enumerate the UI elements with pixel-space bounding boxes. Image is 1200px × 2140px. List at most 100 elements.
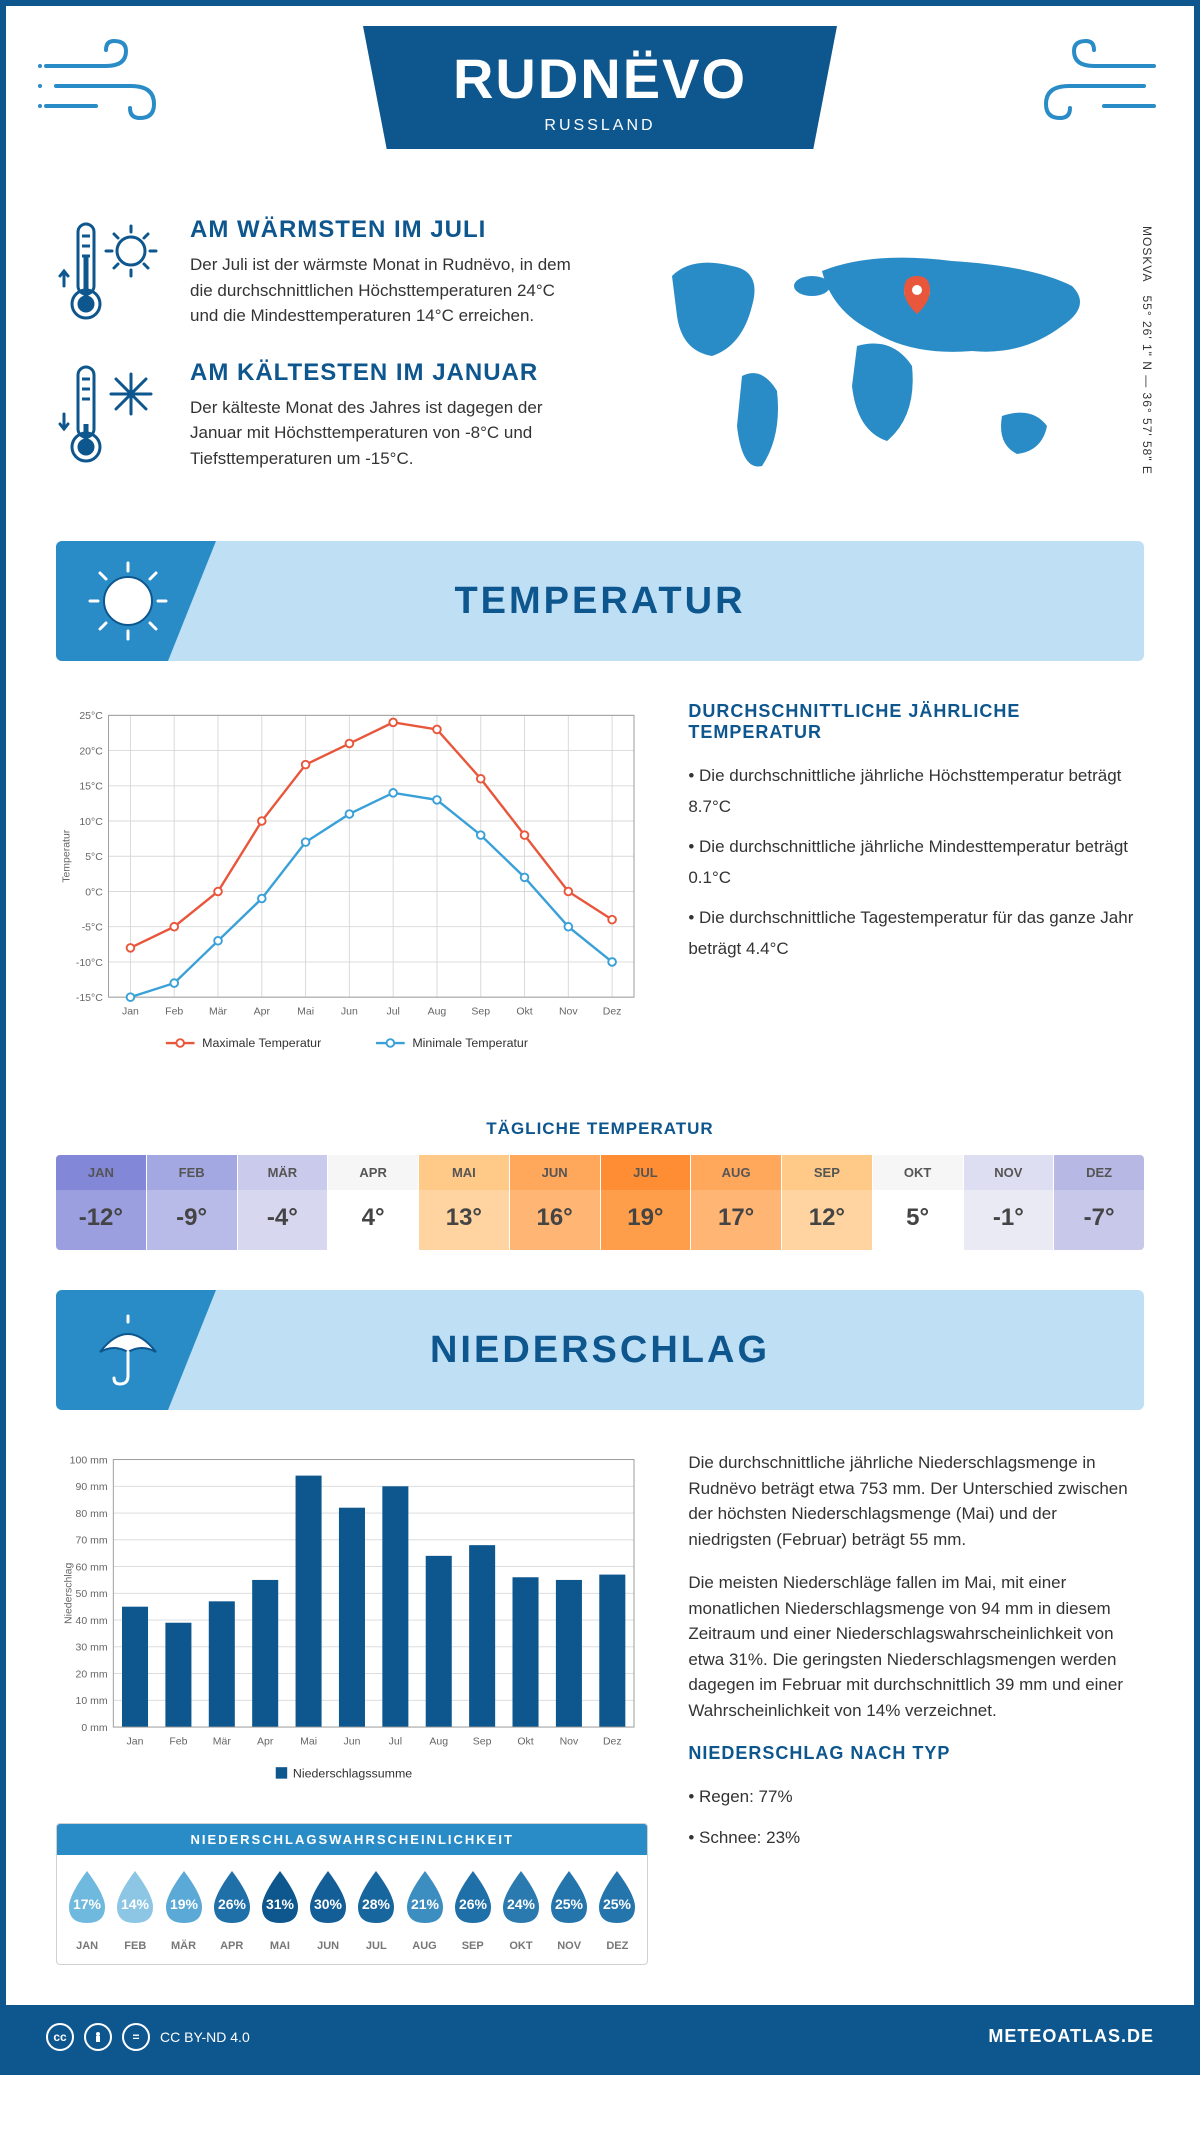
probability-cell: 28% JUL: [352, 1869, 400, 1952]
svg-text:15°C: 15°C: [79, 781, 103, 793]
probability-cell: 19% MÄR: [159, 1869, 207, 1952]
raindrop-icon: 25%: [595, 1869, 639, 1925]
probability-cell: 30% JUN: [304, 1869, 352, 1952]
svg-text:31%: 31%: [266, 1896, 295, 1912]
daily-temp-cell: MAI 13°: [419, 1155, 510, 1250]
svg-text:Jul: Jul: [386, 1005, 399, 1017]
daily-temp-cell: JUL 19°: [601, 1155, 692, 1250]
daily-temp-cell: FEB -9°: [147, 1155, 238, 1250]
svg-text:Sep: Sep: [471, 1005, 490, 1017]
raindrop-icon: 30%: [306, 1869, 350, 1925]
svg-text:26%: 26%: [459, 1896, 488, 1912]
raindrop-icon: 24%: [499, 1869, 543, 1925]
wind-icon: [1034, 36, 1164, 136]
svg-text:25°C: 25°C: [79, 710, 103, 722]
svg-text:-10°C: -10°C: [76, 957, 103, 969]
svg-text:Dez: Dez: [603, 1735, 622, 1747]
svg-text:17%: 17%: [73, 1896, 102, 1912]
svg-text:26%: 26%: [218, 1896, 247, 1912]
svg-text:Temperatur: Temperatur: [60, 829, 72, 883]
svg-text:14%: 14%: [121, 1896, 150, 1912]
probability-cell: 26% APR: [208, 1869, 256, 1952]
svg-text:Aug: Aug: [429, 1735, 448, 1747]
svg-text:19%: 19%: [169, 1896, 198, 1912]
precipitation-text: Die durchschnittliche jährliche Niedersc…: [688, 1450, 1144, 1723]
svg-text:30 mm: 30 mm: [75, 1642, 107, 1654]
daily-temp-title: TÄGLICHE TEMPERATUR: [6, 1119, 1194, 1139]
svg-text:Maximale Temperatur: Maximale Temperatur: [202, 1036, 321, 1050]
svg-text:Nov: Nov: [560, 1735, 579, 1747]
svg-text:-15°C: -15°C: [76, 992, 103, 1004]
raindrop-icon: 17%: [65, 1869, 109, 1925]
city-title: RUDNËVO: [453, 46, 747, 111]
svg-text:Mär: Mär: [209, 1005, 228, 1017]
daily-temp-cell: SEP 12°: [782, 1155, 873, 1250]
svg-text:Apr: Apr: [254, 1005, 271, 1017]
svg-text:Aug: Aug: [428, 1005, 447, 1017]
temperature-section: -15°C-10°C-5°C0°C5°C10°C15°C20°C25°CJanF…: [6, 661, 1194, 1109]
license-label: CC BY-ND 4.0: [160, 2029, 250, 2045]
avg-temp-bullets: • Die durchschnittliche jährliche Höchst…: [688, 761, 1144, 965]
coordinates: MOSKVA 55° 26' 1" N — 36° 57' 58" E: [1140, 226, 1154, 475]
daily-temp-cell: OKT 5°: [873, 1155, 964, 1250]
probability-cell: 31% MAI: [256, 1869, 304, 1952]
raindrop-icon: 14%: [113, 1869, 157, 1925]
svg-text:-5°C: -5°C: [82, 922, 104, 934]
raindrop-icon: 25%: [547, 1869, 591, 1925]
svg-text:25%: 25%: [555, 1896, 584, 1912]
header-banner: RUDNËVO RUSSLAND: [363, 26, 837, 149]
probability-cell: 21% AUG: [400, 1869, 448, 1952]
svg-text:Mär: Mär: [213, 1735, 232, 1747]
cc-icon: cc: [46, 2023, 74, 2051]
svg-text:90 mm: 90 mm: [75, 1481, 107, 1493]
svg-text:Nov: Nov: [559, 1005, 578, 1017]
umbrella-icon: [86, 1308, 170, 1392]
coldest-text: Der kälteste Monat des Jahres ist dagege…: [190, 395, 580, 472]
precipitation-banner: NIEDERSCHLAG: [56, 1290, 1144, 1410]
svg-text:100 mm: 100 mm: [70, 1454, 108, 1466]
probability-cell: 17% JAN: [63, 1869, 111, 1952]
svg-text:Dez: Dez: [603, 1005, 622, 1017]
temperature-banner: TEMPERATUR: [56, 541, 1144, 661]
probability-cell: 26% SEP: [449, 1869, 497, 1952]
infographic-frame: RUDNËVO RUSSLAND: [0, 0, 1200, 2075]
section-title: NIEDERSCHLAG: [430, 1329, 770, 1372]
coldest-title: AM KÄLTESTEN IM JANUAR: [190, 359, 580, 387]
sun-icon: [86, 559, 170, 643]
svg-text:Mai: Mai: [297, 1005, 314, 1017]
raindrop-icon: 28%: [354, 1869, 398, 1925]
precipitation-bar-chart: 0 mm10 mm20 mm30 mm40 mm50 mm60 mm70 mm8…: [56, 1450, 648, 1794]
probability-title: NIEDERSCHLAGSWAHRSCHEINLICHKEIT: [57, 1824, 647, 1855]
precipitation-probability-box: NIEDERSCHLAGSWAHRSCHEINLICHKEIT 17% JAN …: [56, 1823, 648, 1965]
raindrop-icon: 19%: [162, 1869, 206, 1925]
svg-text:24%: 24%: [507, 1896, 536, 1912]
svg-text:Jun: Jun: [343, 1735, 360, 1747]
svg-text:25%: 25%: [603, 1896, 632, 1912]
precipitation-section: 0 mm10 mm20 mm30 mm40 mm50 mm60 mm70 mm8…: [6, 1410, 1194, 2005]
svg-text:Apr: Apr: [257, 1735, 274, 1747]
svg-text:Niederschlag: Niederschlag: [62, 1563, 74, 1624]
daily-temperature-table: JAN -12°FEB -9°MÄR -4°APR 4°MAI 13°JUN 1…: [56, 1155, 1144, 1250]
svg-text:Okt: Okt: [517, 1735, 533, 1747]
footer: cc = CC BY-ND 4.0 METEOATLAS.DE: [6, 2005, 1194, 2069]
section-title: TEMPERATUR: [454, 580, 745, 623]
svg-text:Jan: Jan: [122, 1005, 139, 1017]
svg-text:10 mm: 10 mm: [75, 1695, 107, 1707]
daily-temp-cell: NOV -1°: [964, 1155, 1055, 1250]
daily-temp-cell: APR 4°: [328, 1155, 419, 1250]
wind-icon: [36, 36, 166, 136]
svg-text:20°C: 20°C: [79, 745, 103, 757]
svg-text:10°C: 10°C: [79, 816, 103, 828]
world-map: [620, 216, 1144, 496]
svg-text:50 mm: 50 mm: [75, 1588, 107, 1600]
daily-temp-cell: DEZ -7°: [1054, 1155, 1144, 1250]
daily-temp-cell: JAN -12°: [56, 1155, 147, 1250]
raindrop-icon: 26%: [451, 1869, 495, 1925]
warmest-fact: AM WÄRMSTEN IM JULI Der Juli ist der wär…: [56, 216, 580, 329]
probability-cell: 25% NOV: [545, 1869, 593, 1952]
svg-text:Okt: Okt: [516, 1005, 532, 1017]
probability-cell: 14% FEB: [111, 1869, 159, 1952]
raindrop-icon: 21%: [403, 1869, 447, 1925]
precip-type-title: NIEDERSCHLAG NACH TYP: [688, 1743, 1144, 1764]
thermometer-snow-icon: [56, 359, 166, 469]
